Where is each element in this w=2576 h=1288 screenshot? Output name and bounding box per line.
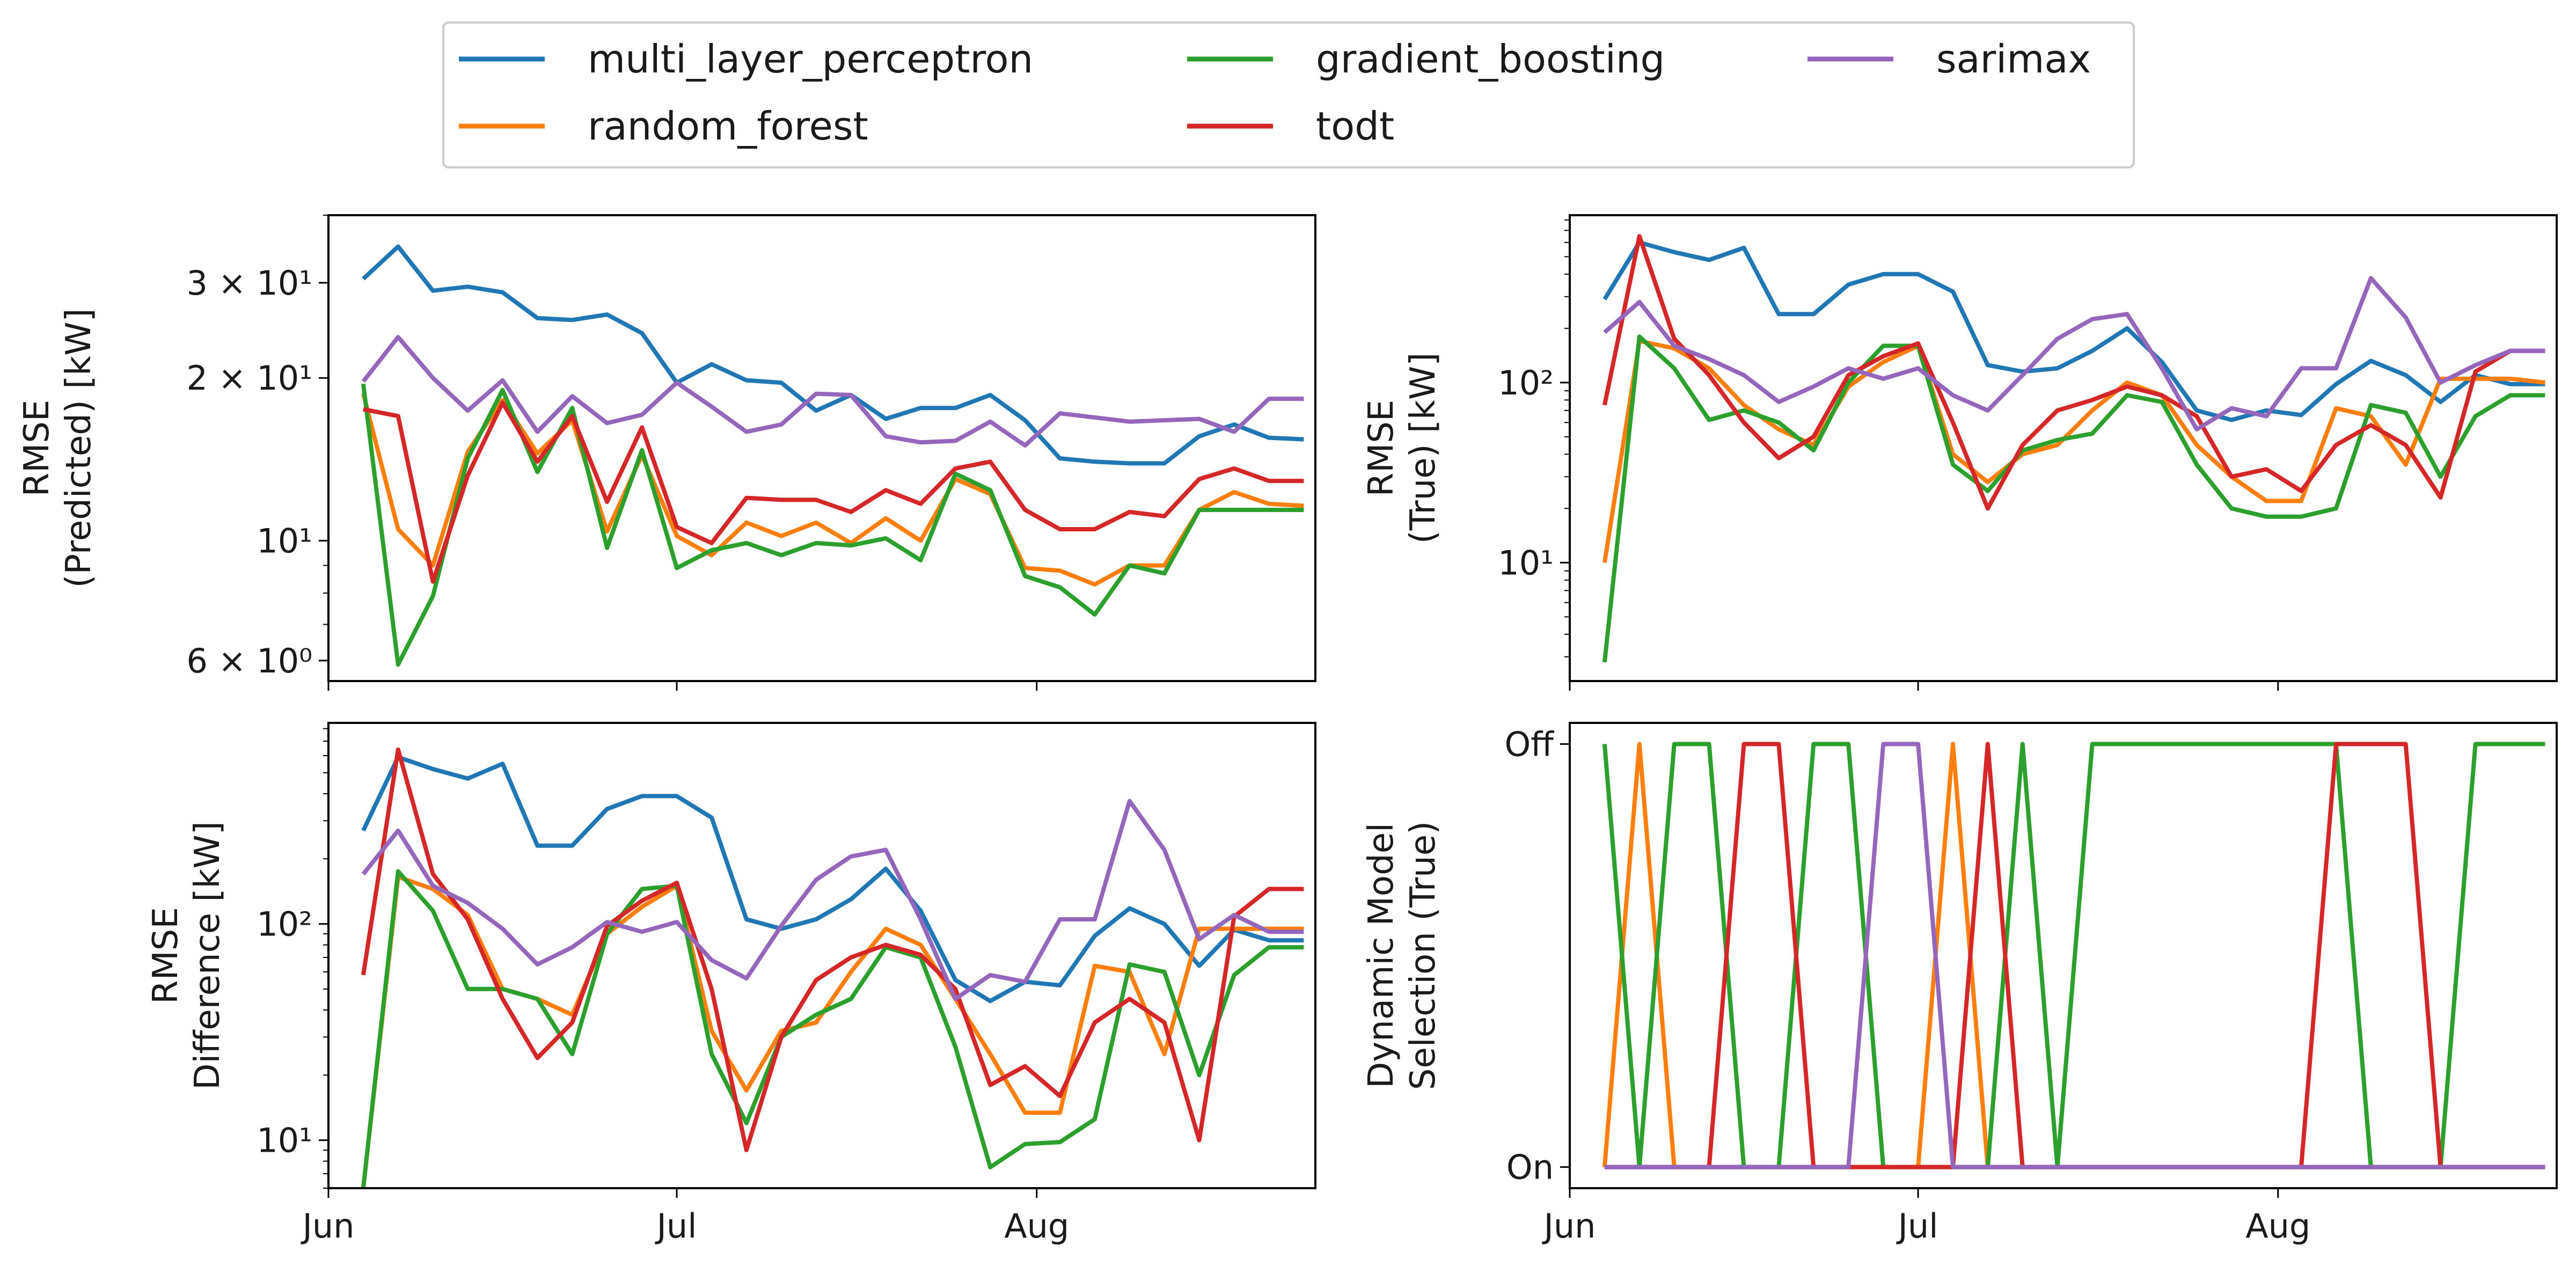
series-line-difference-sarimax: [361, 799, 1304, 1001]
y-axis-label-difference: Difference [kW]: [188, 821, 228, 1090]
x-tick-label-selection: Jul: [1896, 1206, 1938, 1246]
series-line-selection-gradient_boosting: [1602, 742, 2545, 1169]
x-tick-label-difference: Jun: [301, 1206, 355, 1246]
y-tick-label-selection: On: [1506, 1148, 1554, 1187]
y-axis-label-selection: Selection (True): [1403, 821, 1443, 1090]
legend-label-random_forest: random_forest: [588, 104, 868, 149]
y-axis-label-true: (True) [kW]: [1403, 353, 1443, 544]
series-line-difference-multi_layer_perceptron: [361, 755, 1304, 1004]
legend-label-multi_layer_perceptron: multi_layer_perceptron: [588, 36, 1033, 82]
legend: multi_layer_perceptron random_forest gradi…: [442, 21, 2135, 169]
y-axis-label-selection: Dynamic Model: [1362, 823, 1401, 1088]
legend-label-sarimax: sarimax: [1936, 36, 2091, 82]
panel-difference: 10¹ 10² RMSE Difference [kW] Jun Jul Aug: [146, 722, 1316, 1246]
y-tick-label-predicted: 3 × 10¹: [186, 264, 312, 303]
y-tick-label-predicted: 6 × 10⁰: [186, 641, 312, 680]
x-tick-label-selection: Jun: [1542, 1206, 1596, 1246]
panel-predicted: 6 × 10⁰ 10¹ 2 × 10¹ 3 × 10¹ RMSE (Predicted) …: [17, 214, 1316, 691]
series-group-predicted: [361, 244, 1304, 667]
y-tick-label-true: 10¹: [1498, 543, 1554, 582]
y-tick-label-difference: 10²: [257, 905, 312, 944]
y-axis-label-predicted: RMSE: [17, 400, 57, 497]
series-group-selection: [1602, 742, 2545, 1169]
series-line-true-multi_layer_perceptron: [1602, 240, 2545, 422]
y-axis-label-true: RMSE: [1362, 400, 1401, 497]
y-tick-label-selection: Off: [1504, 724, 1554, 764]
plot-frame-true: [1569, 214, 2558, 682]
plot-frame-selection: [1569, 722, 2558, 1189]
series-line-predicted-multi_layer_perceptron: [362, 244, 1304, 466]
y-axis-label-predicted: (Predicted) [kW]: [59, 309, 99, 588]
legend-frame: [442, 21, 2135, 169]
panel-true: 10¹ 10² RMSE (True) [kW]: [1362, 214, 2558, 691]
series-line-predicted-sarimax: [361, 335, 1304, 448]
y-axis-label-difference: RMSE: [146, 907, 186, 1004]
y-tick-label-predicted: 10¹: [257, 521, 312, 560]
plot-frame-difference: [327, 722, 1316, 1189]
series-group-difference: [361, 747, 1304, 1188]
panel-selection: On Off Dynamic Model Selection (True) Jun Jul…: [1362, 722, 2558, 1246]
series-line-true-sarimax: [1603, 276, 2545, 431]
legend-label-gradient_boosting: gradient_boosting: [1316, 36, 1665, 82]
plot-frame-predicted: [327, 214, 1316, 682]
y-tick-label-difference: 10¹: [257, 1121, 312, 1160]
series-line-true-gradient_boosting: [1602, 334, 2545, 663]
legend-label-todt: todt: [1316, 104, 1394, 149]
series-line-predicted-gradient_boosting: [361, 383, 1304, 667]
series-line-difference-gradient_boosting: [361, 869, 1304, 1188]
series-group-true: [1602, 234, 2545, 663]
x-tick-label-difference: Aug: [1004, 1206, 1069, 1246]
x-tick-label-difference: Jul: [655, 1206, 697, 1246]
series-line-true-todt: [1602, 234, 2545, 511]
y-tick-label-true: 10²: [1498, 363, 1554, 402]
series-line-selection-sarimax: [1604, 742, 2545, 1169]
x-tick-label-selection: Aug: [2245, 1206, 2310, 1246]
y-tick-label-predicted: 2 × 10¹: [186, 358, 312, 398]
series-line-predicted-todt: [363, 400, 1304, 584]
series-line-difference-todt: [361, 747, 1304, 1152]
